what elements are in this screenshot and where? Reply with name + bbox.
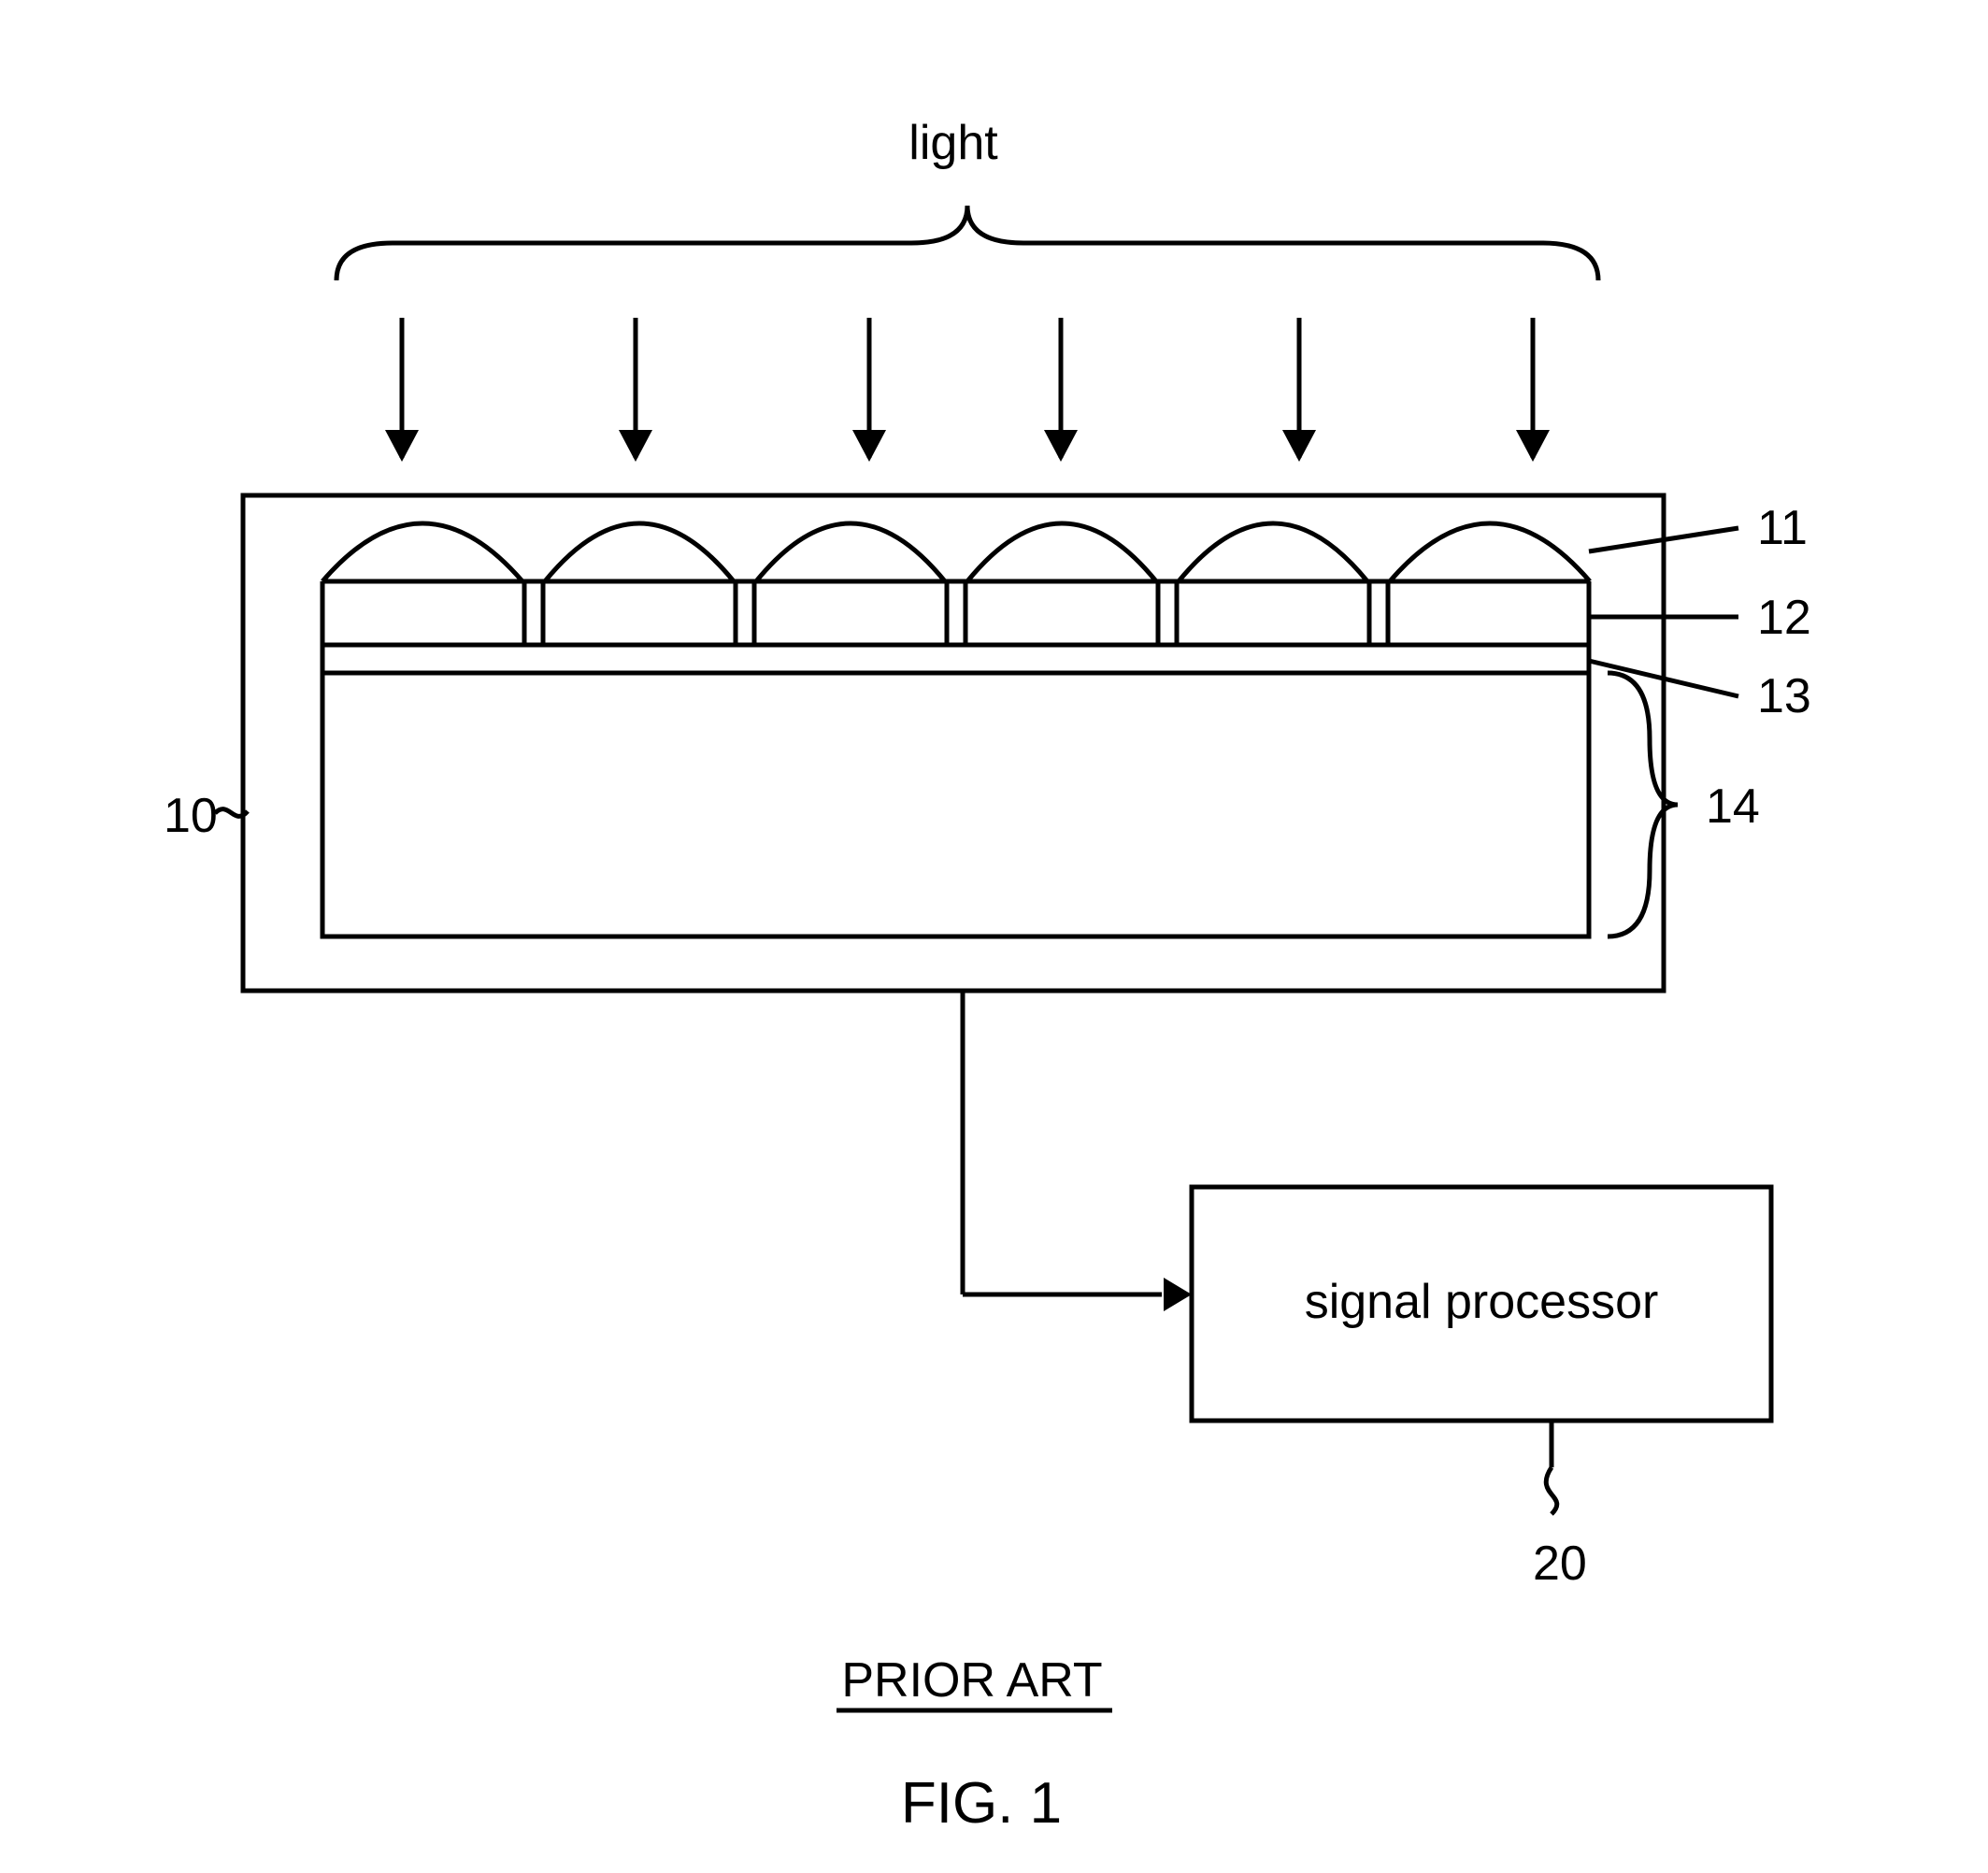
ref-11-label: 11 — [1757, 501, 1808, 555]
signal-processor-label: signal processor — [1305, 1275, 1659, 1329]
ref-12-label: 12 — [1757, 591, 1811, 645]
ref-20-label: 20 — [1533, 1537, 1587, 1591]
ref-13-label: 13 — [1757, 669, 1811, 723]
ref-10-label: 10 — [164, 789, 218, 843]
light-label: light — [908, 116, 998, 170]
ref-14-label: 14 — [1706, 779, 1760, 834]
figure-label: FIG. 1 — [901, 1771, 1062, 1836]
prior-art-label: PRIOR ART — [841, 1653, 1102, 1708]
